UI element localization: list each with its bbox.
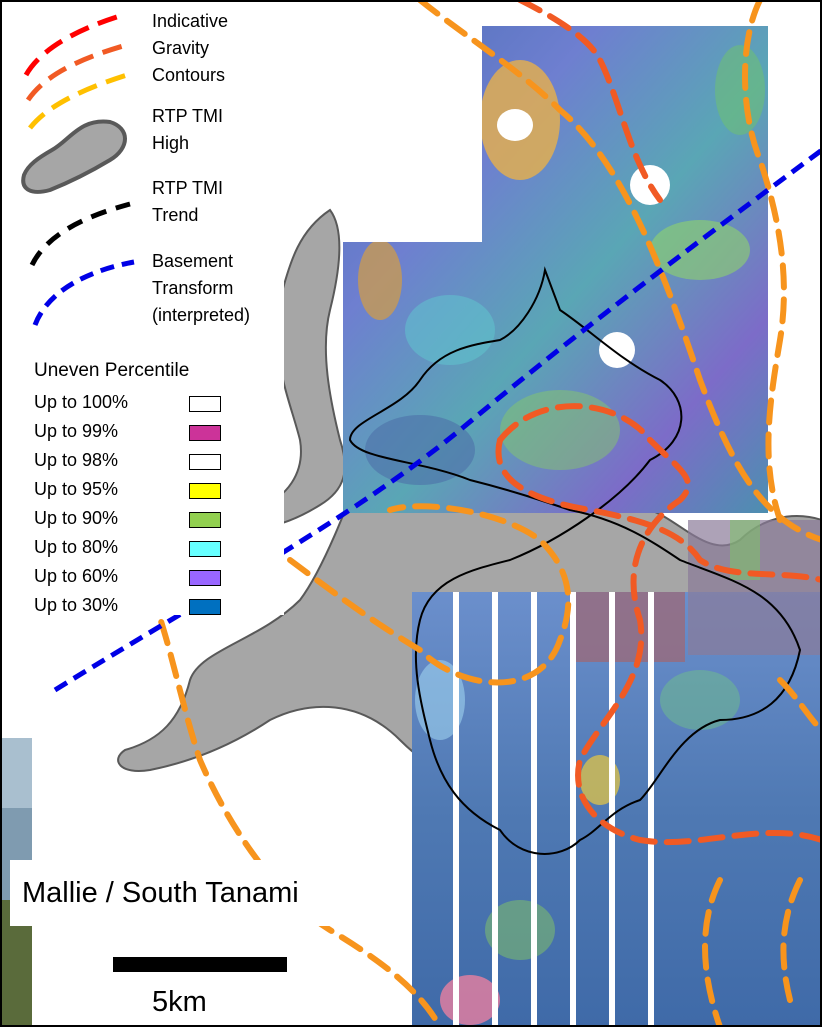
percentile-label: Up to 60% [34, 566, 119, 586]
percentile-label: Up to 80% [34, 537, 119, 557]
legend-trend-label: RTP TMI Trend [152, 175, 223, 229]
percentile-label: Up to 95% [34, 479, 119, 499]
percentile-swatch [189, 512, 221, 528]
high-label-line-2: High [152, 133, 190, 153]
percentile-label: Up to 98% [34, 450, 119, 470]
trend-label-line-1: RTP TMI [152, 178, 224, 198]
percentile-title: Uneven Percentile [34, 360, 190, 381]
magnetic-grid-east [688, 520, 822, 655]
percentile-swatch [189, 425, 221, 441]
rtp-trend-outline [348, 266, 802, 855]
high-label-line-1: RTP TMI [152, 106, 224, 126]
scale-bar [113, 957, 287, 972]
percentile-label: Up to 30% [34, 595, 119, 615]
legend-transform-label: Basement Transform (interpreted) [152, 248, 250, 329]
transform-label-line-3: (interpreted) [152, 305, 251, 325]
scale-label: 5km [152, 986, 207, 1018]
gravity-label-line-2: Gravity [152, 38, 210, 58]
percentile-label: Up to 100% [34, 392, 129, 412]
legend-transform-icon [32, 259, 135, 326]
magnetic-grid-upper [343, 26, 768, 513]
legend-gravity-icon [23, 13, 131, 130]
percentile-swatch [189, 483, 221, 499]
legend-trend-icon [29, 201, 131, 267]
percentile-swatch [189, 541, 221, 557]
transform-label-line-1: Basement [152, 251, 234, 271]
percentile-label: Up to 99% [34, 421, 119, 441]
legend-gravity-label: Indicative Gravity Contours [152, 8, 228, 89]
percentile-swatch [189, 599, 221, 615]
legend-panel [10, 10, 284, 615]
transform-label-line-2: Transform [152, 278, 234, 298]
magnetic-grid-lower [412, 592, 822, 1027]
gravity-label-line-1: Indicative [152, 11, 229, 31]
legend-rtp-high-icon [21, 119, 127, 194]
trend-label-line-2: Trend [152, 205, 199, 225]
legend-rtp-high-label: RTP TMI High [152, 103, 223, 157]
gravity-contours [147, 0, 822, 1027]
gravity-label-line-3: Contours [152, 65, 226, 85]
percentile-label: Up to 90% [34, 508, 119, 528]
percentile-swatch [189, 570, 221, 586]
percentile-swatch [189, 396, 221, 412]
map-title: Mallie / South Tanami [10, 860, 407, 926]
percentile-swatch [189, 454, 221, 470]
